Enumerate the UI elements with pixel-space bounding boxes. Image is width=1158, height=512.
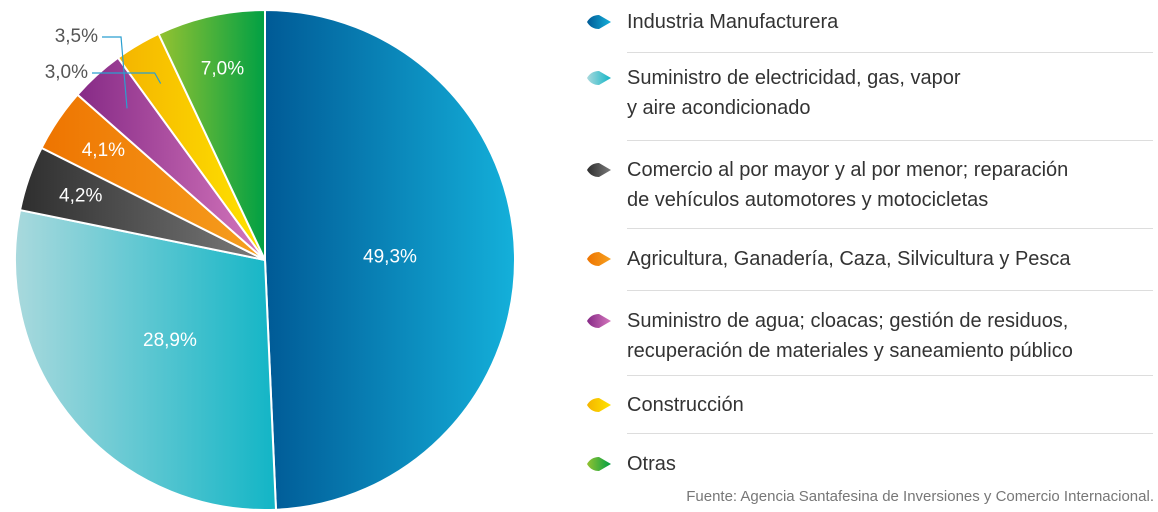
pie-slice xyxy=(14,208,278,511)
legend-icon xyxy=(587,15,611,29)
data-label: 28,9% xyxy=(143,330,197,351)
separator xyxy=(627,52,1153,53)
pie-slice xyxy=(264,8,516,511)
separator xyxy=(627,140,1153,141)
legend-icon xyxy=(587,314,611,328)
leader-line xyxy=(92,72,162,84)
legend-label: Suministro de agua; cloacas; gestión de … xyxy=(627,310,1073,362)
legend-item: Industria Manufacturera xyxy=(585,7,838,37)
legend-item: Suministro de electricidad, gas, vapor y… xyxy=(585,63,961,123)
legend-swatch xyxy=(587,15,611,29)
leader-line xyxy=(102,36,128,109)
legend-icon xyxy=(587,252,611,266)
legend-item: Construcción xyxy=(585,390,744,420)
source-note: Fuente: Agencia Santafesina de Inversion… xyxy=(686,488,1154,505)
legend-label: Industria Manufacturera xyxy=(627,11,839,33)
separator xyxy=(627,228,1153,229)
legend-item: Otras xyxy=(585,449,676,479)
legend-icon xyxy=(587,163,611,177)
legend-swatch xyxy=(587,71,611,85)
data-label: 3,5% xyxy=(55,26,98,47)
legend-label: Comercio al por mayor y al por menor; re… xyxy=(627,159,1069,211)
legend-swatch xyxy=(587,398,611,412)
legend-item: Comercio al por mayor y al por menor; re… xyxy=(585,155,1068,215)
pie-slice xyxy=(157,8,266,261)
legend-label: Agricultura, Ganadería, Caza, Silvicultu… xyxy=(627,248,1071,270)
legend-label: Otras xyxy=(627,453,676,475)
separator xyxy=(627,290,1153,291)
data-label: 7,0% xyxy=(201,59,244,80)
legend-label: Construcción xyxy=(627,394,744,416)
legend-icon xyxy=(587,71,611,85)
legend-label: Suministro de electricidad, gas, vapor y… xyxy=(627,67,961,119)
legend-item: Suministro de agua; cloacas; gestión de … xyxy=(585,306,1073,366)
separator xyxy=(627,375,1153,376)
separator xyxy=(627,433,1153,434)
legend-swatch xyxy=(587,252,611,266)
data-label: 4,1% xyxy=(82,140,125,161)
data-label: 3,0% xyxy=(45,62,88,83)
legend-icon xyxy=(587,457,611,471)
data-label: 4,2% xyxy=(59,185,102,206)
pie-chart: 49,3% 28,9% 4,2% 4,1% 3,5% 3,0% 7,0% xyxy=(14,8,516,511)
legend-swatch xyxy=(587,314,611,328)
data-label: 49,3% xyxy=(363,246,417,267)
legend-icon xyxy=(587,398,611,412)
legend-swatch xyxy=(587,457,611,471)
legend-swatch xyxy=(587,163,611,177)
legend-item: Agricultura, Ganadería, Caza, Silvicultu… xyxy=(585,244,1071,274)
